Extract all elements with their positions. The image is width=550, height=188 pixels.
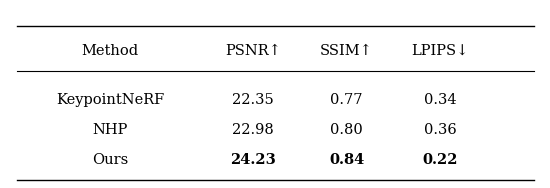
Text: 0.80: 0.80: [330, 123, 363, 137]
Text: 0.34: 0.34: [424, 93, 456, 107]
Text: 22.98: 22.98: [232, 123, 274, 137]
Text: NHP: NHP: [92, 123, 128, 137]
Text: PSNR↑: PSNR↑: [225, 44, 281, 58]
Text: 0.22: 0.22: [422, 153, 458, 167]
Text: SSIM↑: SSIM↑: [320, 44, 373, 58]
Text: 0.36: 0.36: [424, 123, 456, 137]
Text: 24.23: 24.23: [230, 153, 276, 167]
Text: 0.84: 0.84: [329, 153, 364, 167]
Text: 22.35: 22.35: [232, 93, 274, 107]
Text: LPIPS↓: LPIPS↓: [411, 44, 469, 58]
Text: KeypointNeRF: KeypointNeRF: [56, 93, 164, 107]
Text: Ours: Ours: [92, 153, 128, 167]
Text: 0.77: 0.77: [330, 93, 363, 107]
Text: Method: Method: [81, 44, 139, 58]
